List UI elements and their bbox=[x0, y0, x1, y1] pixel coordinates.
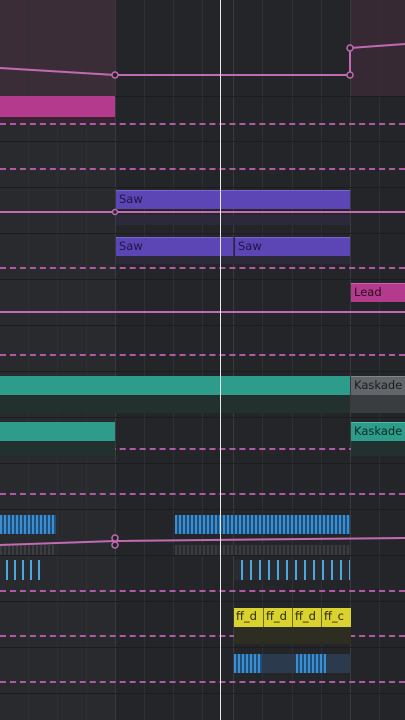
clip-kaskade-body bbox=[351, 395, 405, 413]
clip-kaskade[interactable]: Kaskade bbox=[351, 422, 405, 441]
automation-baseline bbox=[0, 168, 405, 170]
breakpoint-icon bbox=[111, 541, 119, 549]
clip-drums-body bbox=[0, 545, 56, 555]
breakpoint-icon bbox=[346, 44, 354, 52]
clip-saw[interactable]: Saw bbox=[116, 190, 350, 209]
clip-ff[interactable]: ff_d bbox=[234, 608, 264, 627]
automation-baseline bbox=[0, 267, 405, 269]
clip-ff[interactable]: ff_c bbox=[322, 608, 351, 627]
clip-perc-gap bbox=[262, 654, 296, 673]
clip-label: Saw bbox=[119, 192, 143, 206]
automation-baseline bbox=[0, 448, 405, 450]
clip-label: ff_d bbox=[236, 609, 257, 623]
clip-teal-body bbox=[0, 395, 350, 413]
clip-perc-gap bbox=[326, 654, 350, 673]
clip-magenta[interactable] bbox=[0, 96, 115, 117]
breakpoint-icon bbox=[111, 208, 119, 216]
clip-label: Kaskade bbox=[354, 424, 403, 438]
clip-teal-body bbox=[0, 441, 115, 456]
clip-teal[interactable] bbox=[0, 376, 350, 395]
clip-lead[interactable]: Lead bbox=[351, 283, 405, 302]
automation-baseline bbox=[0, 493, 405, 495]
clip-hats[interactable] bbox=[234, 560, 350, 580]
automation-baseline bbox=[0, 590, 405, 592]
automation-baseline bbox=[0, 635, 405, 637]
clip-saw-body bbox=[116, 215, 350, 225]
clip-ff-body bbox=[234, 627, 351, 644]
clip-magenta-tail bbox=[0, 117, 115, 123]
automation-line bbox=[0, 537, 405, 546]
clip-label: ff_d bbox=[295, 609, 316, 623]
breakpoint-icon bbox=[111, 534, 119, 542]
breakpoint-icon bbox=[346, 71, 354, 79]
clip-drums[interactable] bbox=[0, 515, 56, 534]
clip-label: Saw bbox=[119, 239, 143, 253]
clip-label: Lead bbox=[354, 285, 382, 299]
clip-kaskade[interactable]: Kaskade bbox=[351, 376, 405, 395]
clip-saw[interactable]: Saw bbox=[234, 237, 350, 256]
clip-hats[interactable] bbox=[0, 560, 44, 580]
clip-label: ff_d bbox=[266, 609, 287, 623]
automation-baseline bbox=[0, 681, 405, 683]
clip-ff[interactable]: ff_d bbox=[264, 608, 293, 627]
automation-baseline bbox=[0, 354, 405, 356]
clip-saw-body bbox=[116, 256, 350, 264]
breakpoint-icon bbox=[111, 71, 119, 79]
playhead[interactable] bbox=[220, 0, 221, 720]
automation-line bbox=[0, 43, 405, 76]
clip-drums[interactable] bbox=[175, 515, 350, 534]
clip-kaskade-body bbox=[351, 441, 405, 456]
clip-label: Saw bbox=[238, 239, 262, 253]
clip-label: ff_c bbox=[324, 609, 344, 623]
clip-drums-body bbox=[175, 545, 350, 555]
automation-baseline bbox=[0, 123, 405, 125]
clip-saw[interactable]: Saw bbox=[116, 237, 233, 256]
clip-label: Kaskade bbox=[354, 378, 403, 392]
clip-ff[interactable]: ff_d bbox=[293, 608, 322, 627]
clip-teal[interactable] bbox=[0, 422, 115, 441]
clip-perc[interactable] bbox=[296, 654, 326, 673]
clip-perc[interactable] bbox=[234, 654, 262, 673]
